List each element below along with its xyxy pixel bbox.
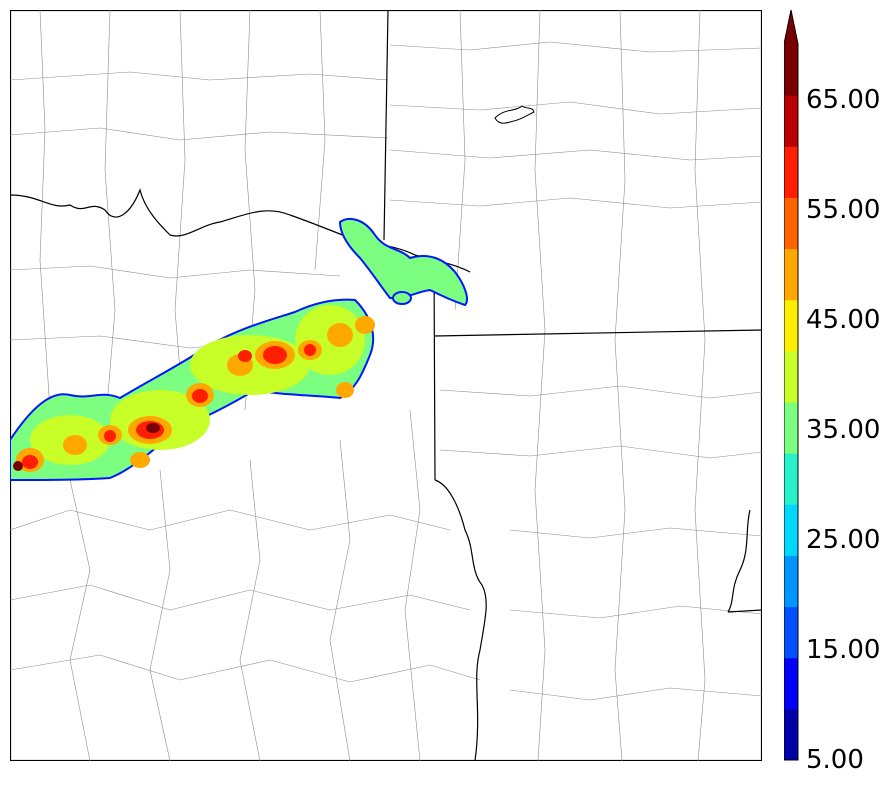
colorbar-bin: [784, 95, 798, 147]
tick-label-45: 45.00: [806, 307, 880, 333]
colorbar-bin: [784, 351, 798, 403]
colorbar-bin: [784, 504, 798, 556]
map-panel: [10, 10, 762, 761]
colorbar-bin: [784, 44, 798, 96]
tick-label-5: 5.00: [806, 747, 864, 773]
colorbar-bin: [784, 300, 798, 352]
colorbar-bin: [784, 607, 798, 659]
colorbar-ramp: [784, 8, 804, 764]
colorbar-bin: [784, 453, 798, 505]
colorbar: 65.00 55.00 45.00 35.00 25.00 15.00 5.00: [780, 8, 894, 778]
colorbar-bin: [784, 197, 798, 249]
tick-label-65: 65.00: [806, 87, 880, 113]
colorbar-bin: [784, 249, 798, 301]
colorbar-bin: [784, 402, 798, 454]
tick-label-15: 15.00: [806, 637, 880, 663]
tick-label-55: 55.00: [806, 197, 880, 223]
colorbar-extend-arrow: [784, 10, 798, 44]
colorbar-bin: [784, 709, 798, 761]
colorbar-bin: [784, 658, 798, 710]
colorbar-bin: [784, 146, 798, 198]
tick-label-25: 25.00: [806, 527, 880, 553]
tick-label-35: 35.00: [806, 417, 880, 443]
colorbar-bin: [784, 555, 798, 607]
